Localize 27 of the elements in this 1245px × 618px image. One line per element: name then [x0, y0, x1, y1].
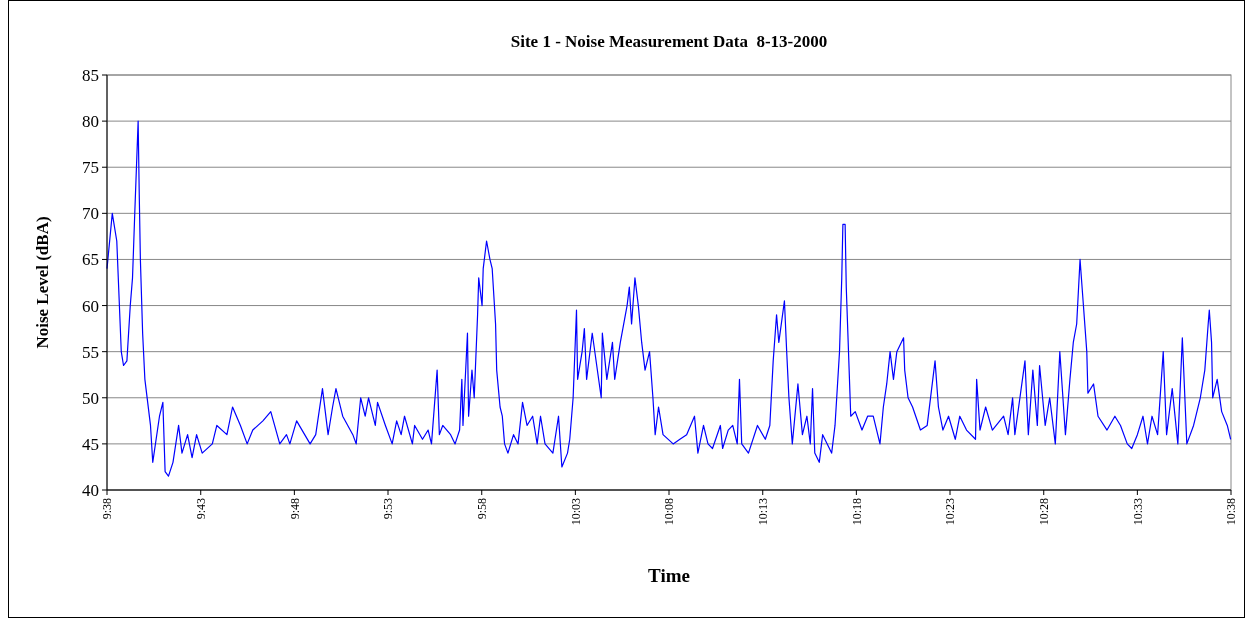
y-tick-label: 50	[82, 388, 99, 408]
y-tick-label: 45	[82, 434, 99, 454]
y-tick-label: 65	[82, 250, 99, 270]
x-tick-label: 10:23	[943, 498, 958, 526]
line-series	[106, 120, 1232, 477]
y-tick-label: 60	[82, 296, 99, 316]
x-tick-label: 10:38	[1224, 498, 1239, 526]
x-tick-label: 10:28	[1036, 498, 1051, 526]
y-tick-label: 70	[82, 204, 99, 224]
y-axis-title: Noise Level (dBA)	[33, 216, 52, 349]
y-tick-label: 55	[82, 342, 99, 362]
x-tick-label: 9:38	[100, 498, 115, 520]
x-axis-title: Time	[648, 565, 690, 586]
y-tick-label: 40	[82, 480, 99, 500]
y-tick-label: 85	[82, 65, 99, 85]
x-tick-label: 9:53	[381, 498, 396, 520]
x-tick-label: 9:43	[193, 498, 208, 520]
x-tick-label: 10:08	[662, 498, 677, 526]
x-tick-label: 9:58	[474, 498, 489, 520]
x-tick-label: 9:48	[287, 498, 302, 520]
y-tick-label: 75	[82, 158, 99, 178]
x-tick-label: 10:18	[849, 498, 864, 526]
x-tick-label: 10:13	[755, 498, 770, 526]
y-tick-label: 80	[82, 112, 99, 132]
x-tick-label: 10:03	[568, 498, 583, 526]
chart-title: Site 1 - Noise Measurement Data 8-13-2000	[510, 32, 828, 51]
x-tick-label: 10:33	[1130, 498, 1145, 526]
